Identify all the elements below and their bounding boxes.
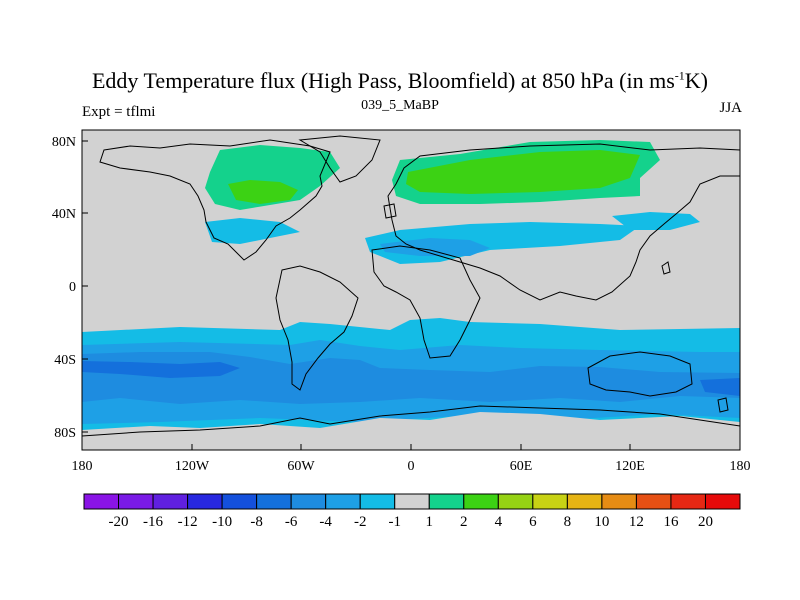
colorbar-swatch (532, 493, 568, 510)
pacific-negative (612, 212, 700, 230)
colorbar-label: 10 (594, 514, 609, 530)
plot-title-suffix: K) (684, 68, 708, 93)
colorbar-label: 4 (495, 514, 503, 530)
plot-title-main: Eddy Temperature flux (High Pass, Bloomf… (91, 68, 675, 93)
colorbar-swatch (118, 493, 154, 510)
y-tick-40n: 40N (52, 207, 76, 222)
x-tick-60e: 60E (510, 459, 533, 474)
colorbar-swatch (704, 493, 741, 510)
coast-uk (383, 203, 397, 219)
colorbar-swatch (256, 493, 292, 510)
colorbar-swatch (635, 493, 672, 510)
colorbar-swatch (187, 493, 223, 510)
x-tick-180w: 180 (72, 459, 93, 474)
colorbar-label: 1 (426, 514, 434, 530)
colorbar-swatch (152, 493, 189, 510)
colorbar-label: -2 (354, 514, 367, 530)
antarctic-neutral (82, 412, 740, 450)
run-label: 039_5_MaBP (361, 98, 439, 113)
colorbar: -20 -16 -12 -10 -8 -6 -4 -2 -1 1 2 4 6 8 10 12 16 20 (83, 493, 741, 530)
colorbar-swatch (428, 493, 465, 510)
season-label: JJA (719, 100, 742, 116)
plot-title-superscript: -1 (674, 68, 685, 83)
colorbar-swatch (325, 493, 361, 510)
colorbar-swatch (83, 493, 120, 510)
y-tick-80n: 80N (52, 135, 76, 150)
coast-south-america (275, 265, 359, 391)
colorbar-label: 2 (460, 514, 468, 530)
x-tick-120w: 120W (175, 459, 210, 474)
colorbar-swatch (670, 493, 706, 510)
colorbar-swatch (601, 493, 637, 510)
colorbar-swatch (394, 493, 430, 510)
colorbar-label: 20 (698, 514, 713, 530)
coast-antarctica (81, 405, 741, 437)
coast-japan (661, 261, 671, 275)
x-tick-120e: 120E (615, 459, 645, 474)
n-atlantic-negative (205, 218, 300, 244)
colorbar-swatch (290, 493, 327, 510)
colorbar-label: 8 (564, 514, 572, 530)
colorbar-label: -10 (212, 514, 232, 530)
coast-nz (717, 397, 729, 413)
colorbar-label: -4 (319, 514, 332, 530)
x-tick-180e: 180 (730, 459, 751, 474)
colorbar-swatch (221, 493, 258, 510)
coast-eurasia (387, 143, 741, 301)
colorbar-label: -1 (388, 514, 401, 530)
y-tick-marks (82, 140, 88, 433)
colorbar-swatch (497, 493, 534, 510)
coast-africa (371, 245, 481, 359)
colorbar-label: -16 (143, 514, 163, 530)
colorbar-label: 12 (629, 514, 644, 530)
y-tick-80s: 80S (54, 426, 76, 441)
experiment-label: Expt = tflmi (82, 104, 156, 120)
southern-band-dark (82, 352, 740, 404)
colorbar-label: -20 (109, 514, 129, 530)
coast-north-america (99, 139, 331, 261)
x-tick-marks (81, 444, 741, 450)
x-tick-0: 0 (408, 459, 415, 474)
eurasia-negative-mid (380, 238, 490, 256)
n-america-green-core (228, 180, 298, 204)
colorbar-swatch (359, 493, 396, 510)
plot-title: Eddy Temperature flux (High Pass, Bloomf… (0, 68, 800, 94)
colorbar-label: -6 (285, 514, 298, 530)
coast-australia (587, 351, 693, 397)
southern-band-darkest-2 (700, 378, 740, 396)
y-tick-40s: 40S (54, 353, 76, 368)
colorbar-swatch (463, 493, 499, 510)
coastlines (81, 135, 741, 437)
colorbar-label: -12 (178, 514, 198, 530)
colorbar-label: 6 (529, 514, 537, 530)
x-tick-60w: 60W (287, 459, 315, 474)
coast-greenland (298, 135, 381, 183)
eurasia-green-core (406, 150, 640, 194)
colorbar-swatch (566, 493, 603, 510)
y-tick-0: 0 (69, 280, 76, 295)
colorbar-label: 16 (663, 514, 679, 530)
southern-band-darkest (82, 361, 240, 378)
colorbar-label: -8 (250, 514, 263, 530)
